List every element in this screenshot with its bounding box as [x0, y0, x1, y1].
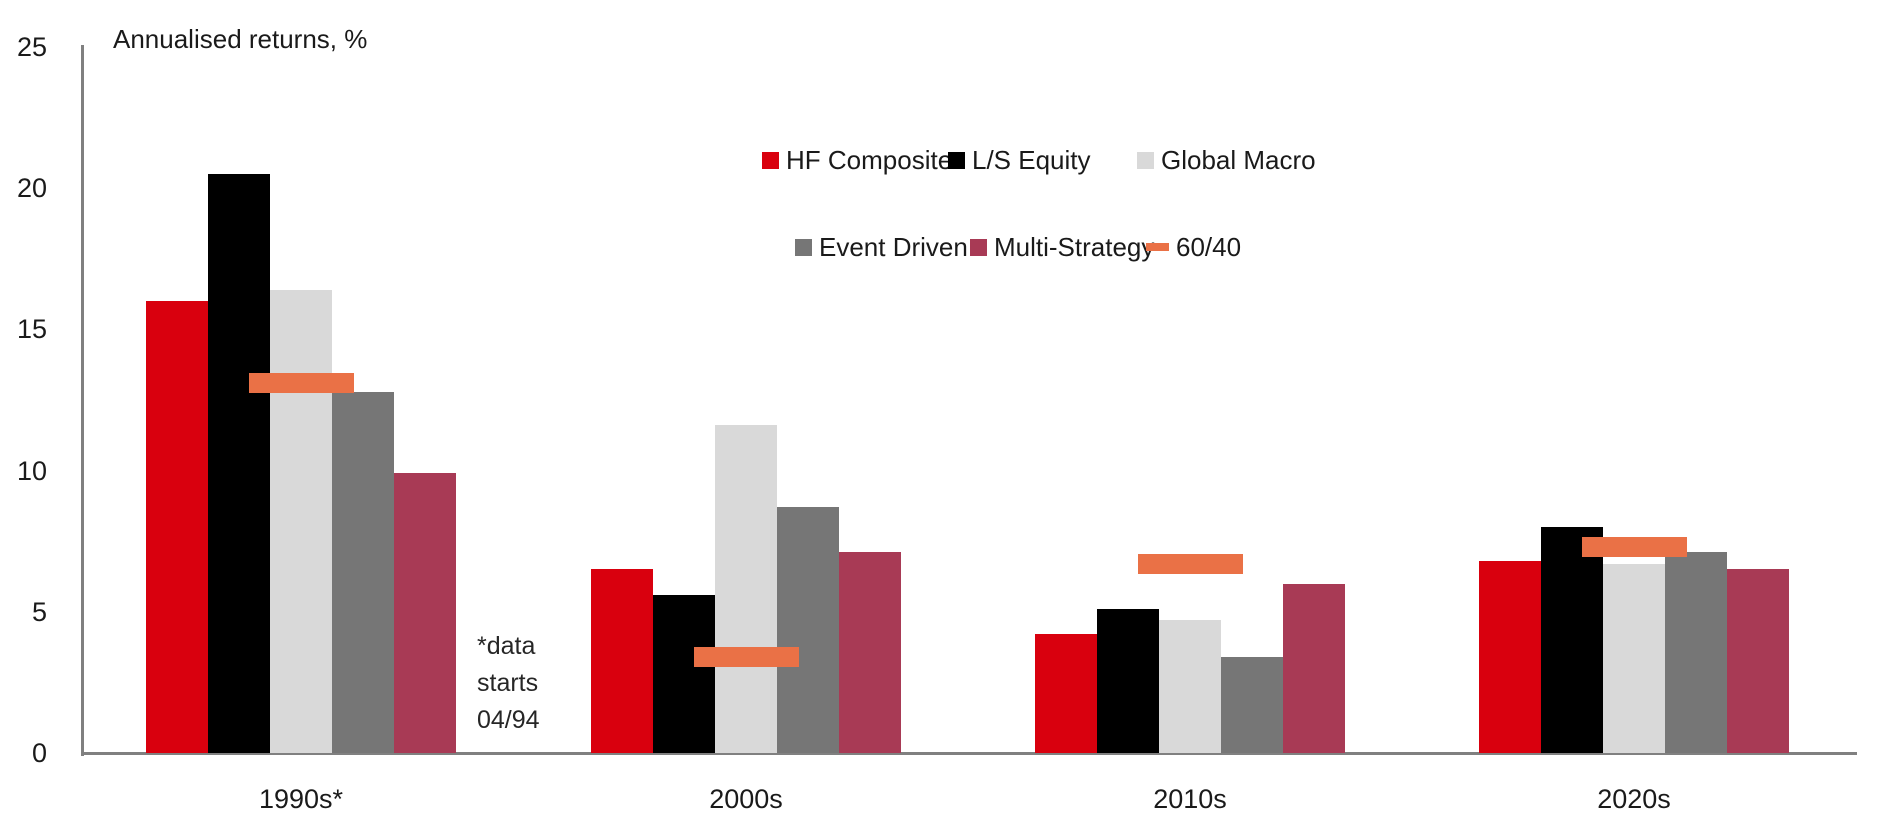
bar-l-s-equity-1990s — [208, 174, 270, 753]
chart-title: Annualised returns, % — [113, 24, 368, 54]
y-tick-label-20: 20 — [16, 173, 47, 204]
legend-item-hf-composite: HF Composite — [762, 144, 952, 176]
legend-swatch-icon-l-s-equity — [948, 151, 965, 169]
legend-label-global-macro: Global Macro — [1161, 144, 1316, 175]
footnote-data-starts: *data starts 04/94 — [477, 632, 540, 734]
bar-l-s-equity-2000s — [653, 594, 715, 753]
dash-60-40-2020s — [1581, 536, 1687, 557]
y-tick-label-10: 10 — [16, 455, 47, 486]
legend-label-l-s-equity: L/S Equity — [972, 144, 1091, 175]
dash-60-40-1990s — [248, 373, 354, 394]
x-category-label-2010s: 2010s — [1153, 784, 1227, 814]
bar-event-driven-2000s — [777, 507, 839, 753]
y-axis-line — [81, 45, 84, 756]
legend-dash-icon-60-40 — [1146, 243, 1169, 251]
legend-label-multi-strategy: Multi-Strategy — [994, 231, 1155, 262]
y-tick-label-0: 0 — [31, 738, 47, 768]
bar-hf-composite-2010s — [1035, 634, 1097, 753]
bar-l-s-equity-2020s — [1541, 527, 1603, 753]
x-category-label-2020s: 2020s — [1597, 784, 1671, 814]
legend-item-l-s-equity: L/S Equity — [948, 144, 1091, 176]
x-category-label-1990s: 1990s* — [258, 784, 344, 814]
legend-label-60-40: 60/40 — [1176, 231, 1242, 262]
dash-60-40-2010s — [1137, 553, 1243, 574]
bar-hf-composite-2020s — [1479, 560, 1541, 753]
bar-l-s-equity-2010s — [1097, 608, 1159, 753]
y-tick-label-25: 25 — [16, 32, 47, 62]
y-tick-label-15: 15 — [16, 314, 47, 345]
legend-label-hf-composite: HF Composite — [786, 144, 953, 175]
bar-multi-strategy-2010s — [1283, 583, 1345, 753]
bar-hf-composite-1990s — [146, 301, 208, 753]
x-axis-line — [81, 752, 1857, 755]
legend-item-multi-strategy: Multi-Strategy — [970, 231, 1154, 263]
legend-swatch-icon-event-driven — [795, 238, 812, 256]
x-category-label-2000s: 2000s — [709, 784, 783, 814]
legend-item-60-40: 60/40 — [1146, 231, 1241, 263]
legend-swatch-icon-multi-strategy — [970, 238, 987, 256]
y-tick-label-5: 5 — [31, 596, 47, 627]
dash-60-40-2000s — [693, 646, 799, 667]
bar-global-macro-2000s — [715, 425, 777, 753]
legend-swatch-icon-hf-composite — [762, 151, 779, 169]
legend-item-event-driven: Event Driven — [795, 231, 968, 263]
legend-label-event-driven: Event Driven — [819, 231, 968, 262]
bar-global-macro-2020s — [1603, 563, 1665, 753]
bar-multi-strategy-2000s — [839, 552, 901, 753]
bar-global-macro-1990s — [270, 289, 332, 753]
bar-event-driven-2020s — [1665, 552, 1727, 753]
bar-multi-strategy-1990s — [394, 473, 456, 753]
legend-swatch-icon-global-macro — [1137, 151, 1154, 169]
bar-global-macro-2010s — [1159, 620, 1221, 753]
bar-event-driven-1990s — [332, 391, 394, 753]
bar-hf-composite-2000s — [591, 569, 653, 753]
bar-multi-strategy-2020s — [1727, 569, 1789, 753]
bar-event-driven-2010s — [1221, 656, 1283, 753]
legend-item-global-macro: Global Macro — [1137, 144, 1316, 176]
